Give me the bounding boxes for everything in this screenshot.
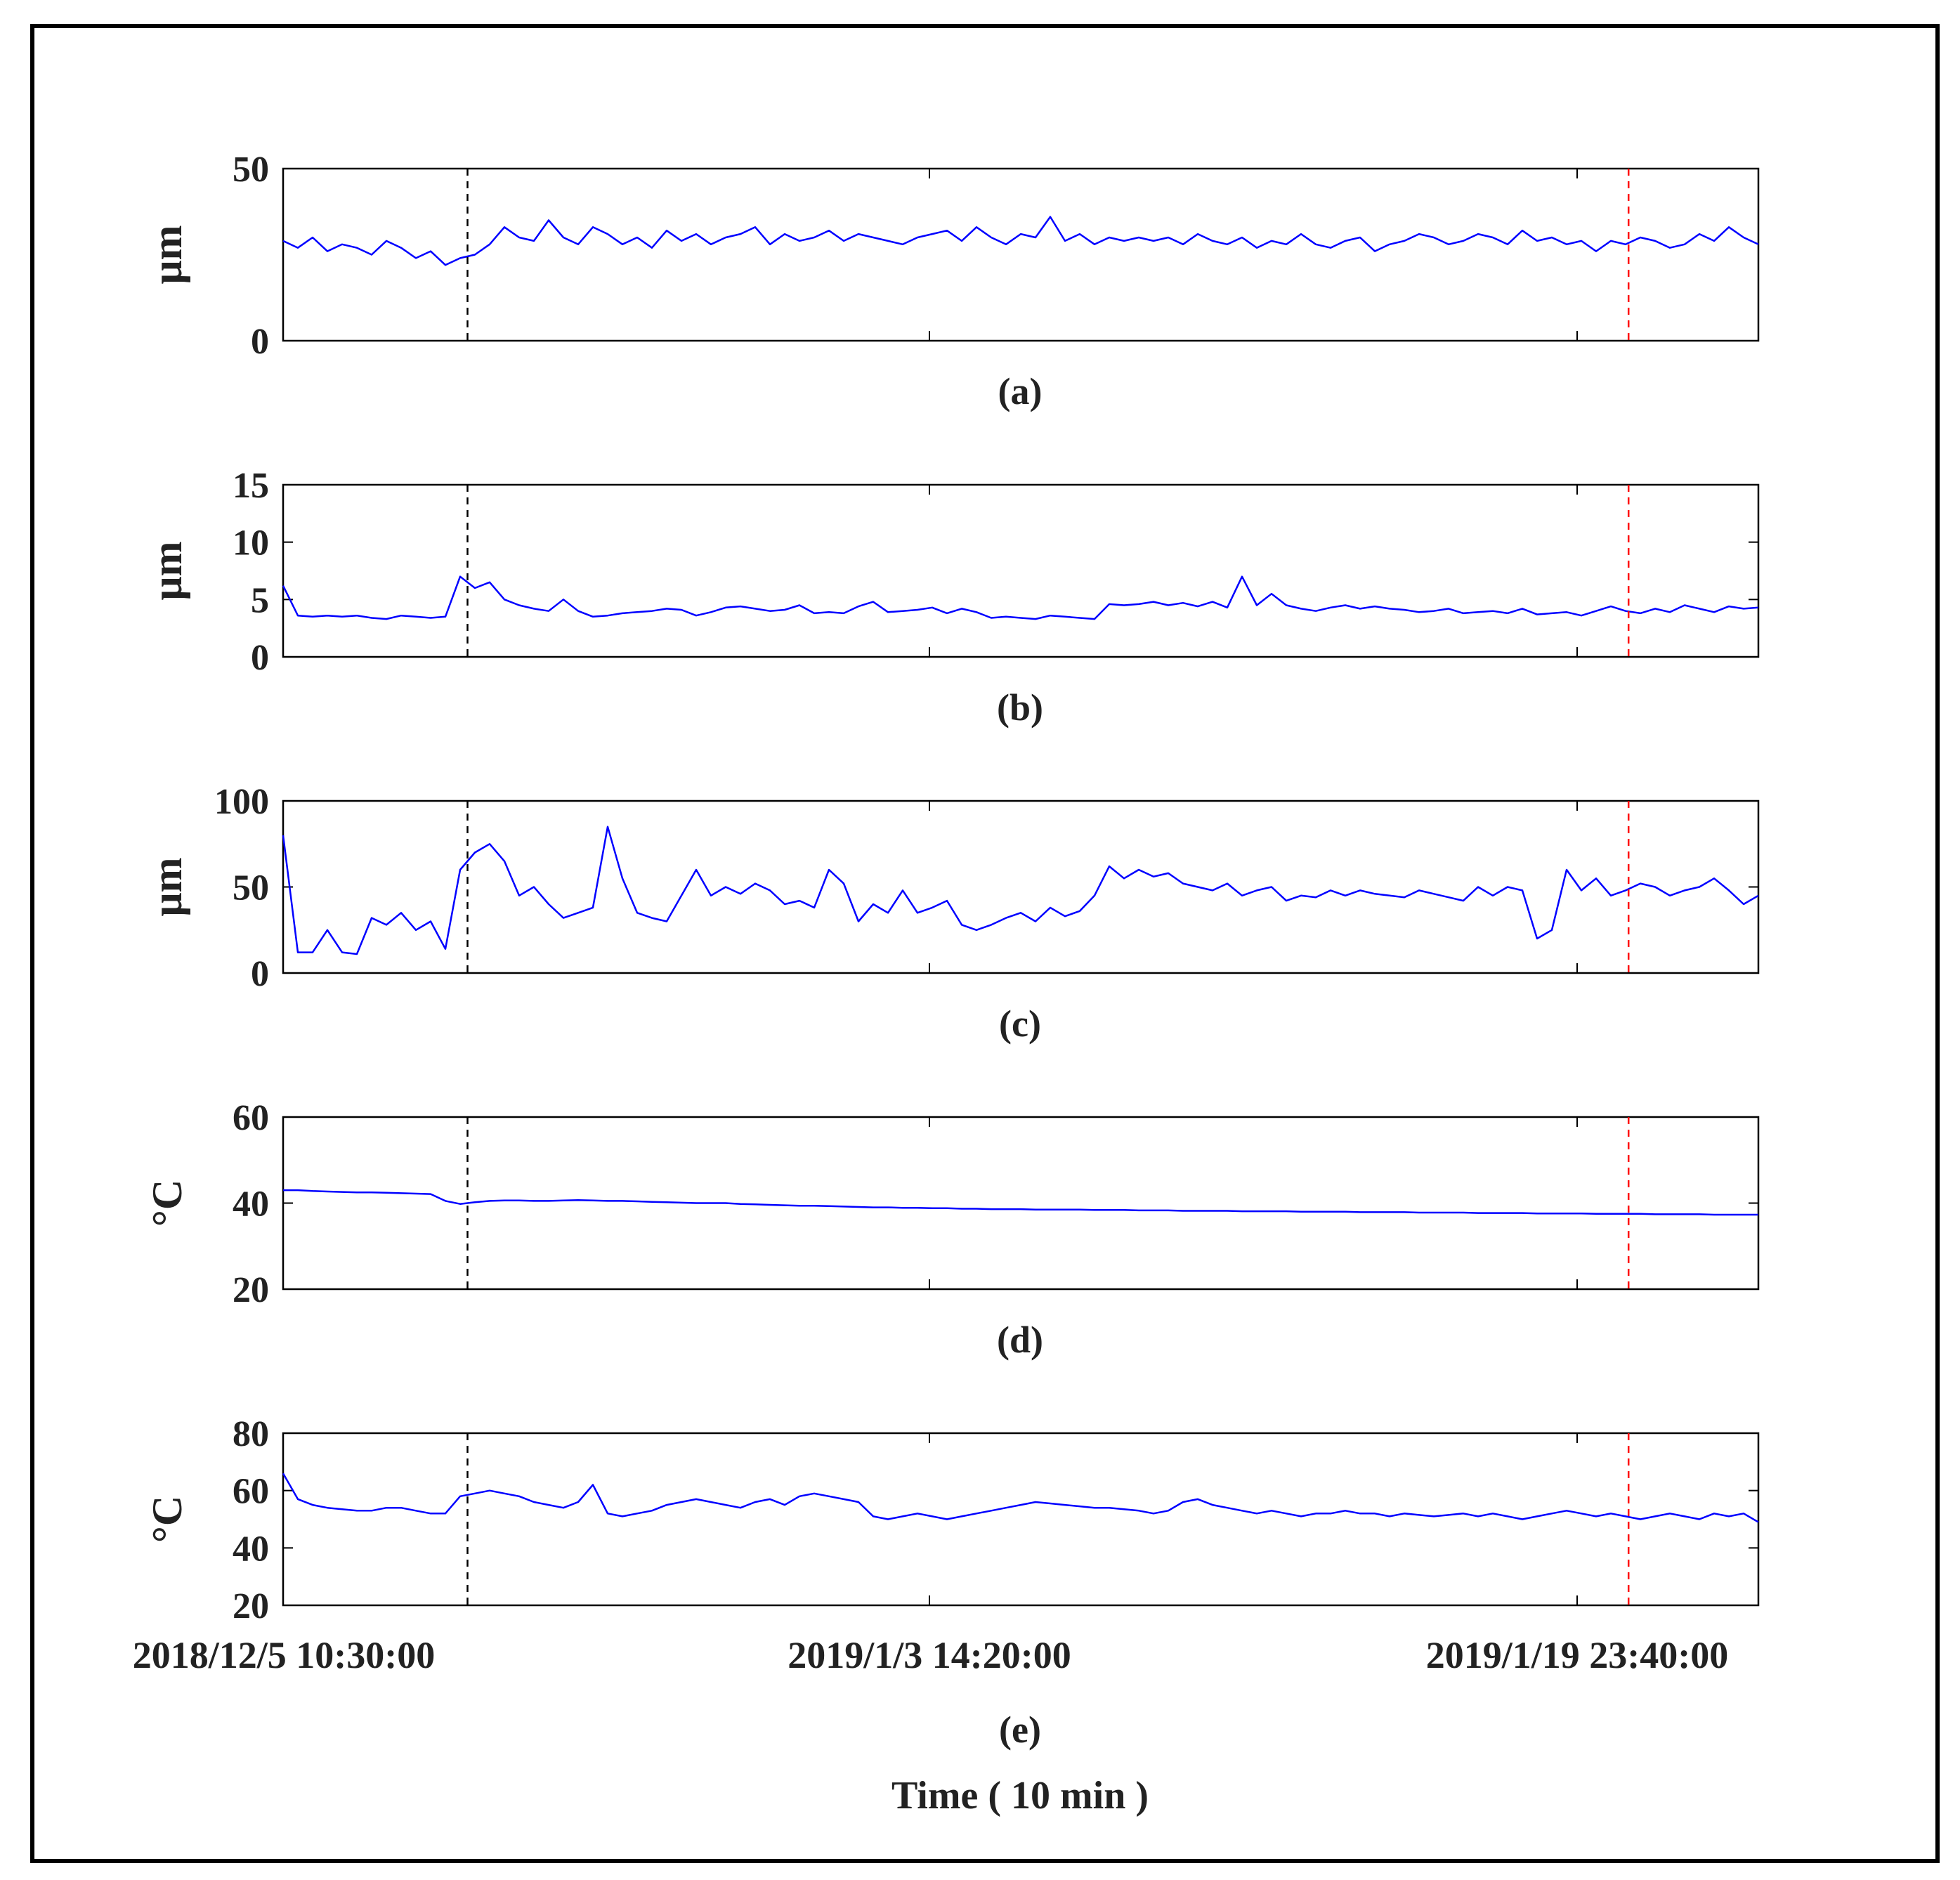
- y-tick-label: 50: [233, 150, 269, 190]
- panel-a: 0 50 μm (a): [144, 150, 1760, 412]
- panel-label: (e): [999, 1709, 1041, 1751]
- panels-group: 0 50 μm (a) 0 5 10 15 μm (b) 0 50 100 μm (c) 20 40 60 °C (d…: [144, 150, 1760, 1751]
- panel-label: (c): [999, 1003, 1041, 1045]
- y-tick-label: 20: [233, 1586, 269, 1626]
- series-line: [282, 1473, 1759, 1523]
- figure-border: [30, 24, 1940, 1863]
- y-tick-label: 0: [251, 954, 269, 994]
- plot-frame: [282, 1116, 1760, 1291]
- y-tick-label: 10: [233, 523, 269, 563]
- y-tick-label: 100: [214, 782, 269, 822]
- y-axis-label: °C: [144, 1496, 190, 1543]
- x-tick-label-right: 2019/1/19 23:40:00: [1426, 1634, 1728, 1676]
- series-line: [282, 575, 1759, 620]
- y-tick-label: 60: [233, 1098, 269, 1138]
- panel-label: (d): [997, 1319, 1043, 1361]
- plot-frame: [282, 167, 1760, 342]
- y-axis-label: μm: [144, 542, 190, 601]
- y-tick-label: 40: [233, 1529, 269, 1569]
- x-axis-label: Time ( 10 min ): [891, 1774, 1149, 1817]
- y-tick-label: 0: [251, 322, 269, 362]
- y-axis-label: μm: [144, 226, 190, 285]
- y-tick-label: 15: [233, 466, 269, 506]
- y-axis-label: °C: [144, 1180, 190, 1227]
- panel-e: 20 40 60 80 °C (e): [144, 1414, 1760, 1751]
- series-line: [282, 216, 1759, 266]
- plot-frame: [282, 1432, 1760, 1607]
- x-tick-label-middle: 2019/1/3 14:20:00: [788, 1634, 1071, 1676]
- plot-frame: [282, 799, 1760, 974]
- panel-label: (a): [998, 370, 1043, 412]
- series-line: [283, 1189, 1758, 1216]
- y-axis-label: μm: [144, 858, 190, 917]
- panel-label: (b): [997, 686, 1043, 729]
- y-tick-label: 50: [233, 868, 269, 908]
- y-tick-label: 60: [233, 1472, 269, 1512]
- y-tick-label: 0: [251, 638, 269, 678]
- series-line: [282, 825, 1759, 955]
- plot-frame: [282, 483, 1760, 658]
- panel-c: 0 50 100 μm (c): [144, 782, 1760, 1045]
- y-tick-label: 20: [233, 1270, 269, 1310]
- panel-b: 0 5 10 15 μm (b): [144, 466, 1760, 729]
- y-tick-label: 40: [233, 1184, 269, 1225]
- x-tick-label-left: 2018/12/5 10:30:00: [133, 1634, 435, 1676]
- panel-d: 20 40 60 °C (d): [144, 1098, 1760, 1361]
- y-tick-label: 5: [251, 580, 269, 620]
- y-tick-label: 80: [233, 1414, 269, 1454]
